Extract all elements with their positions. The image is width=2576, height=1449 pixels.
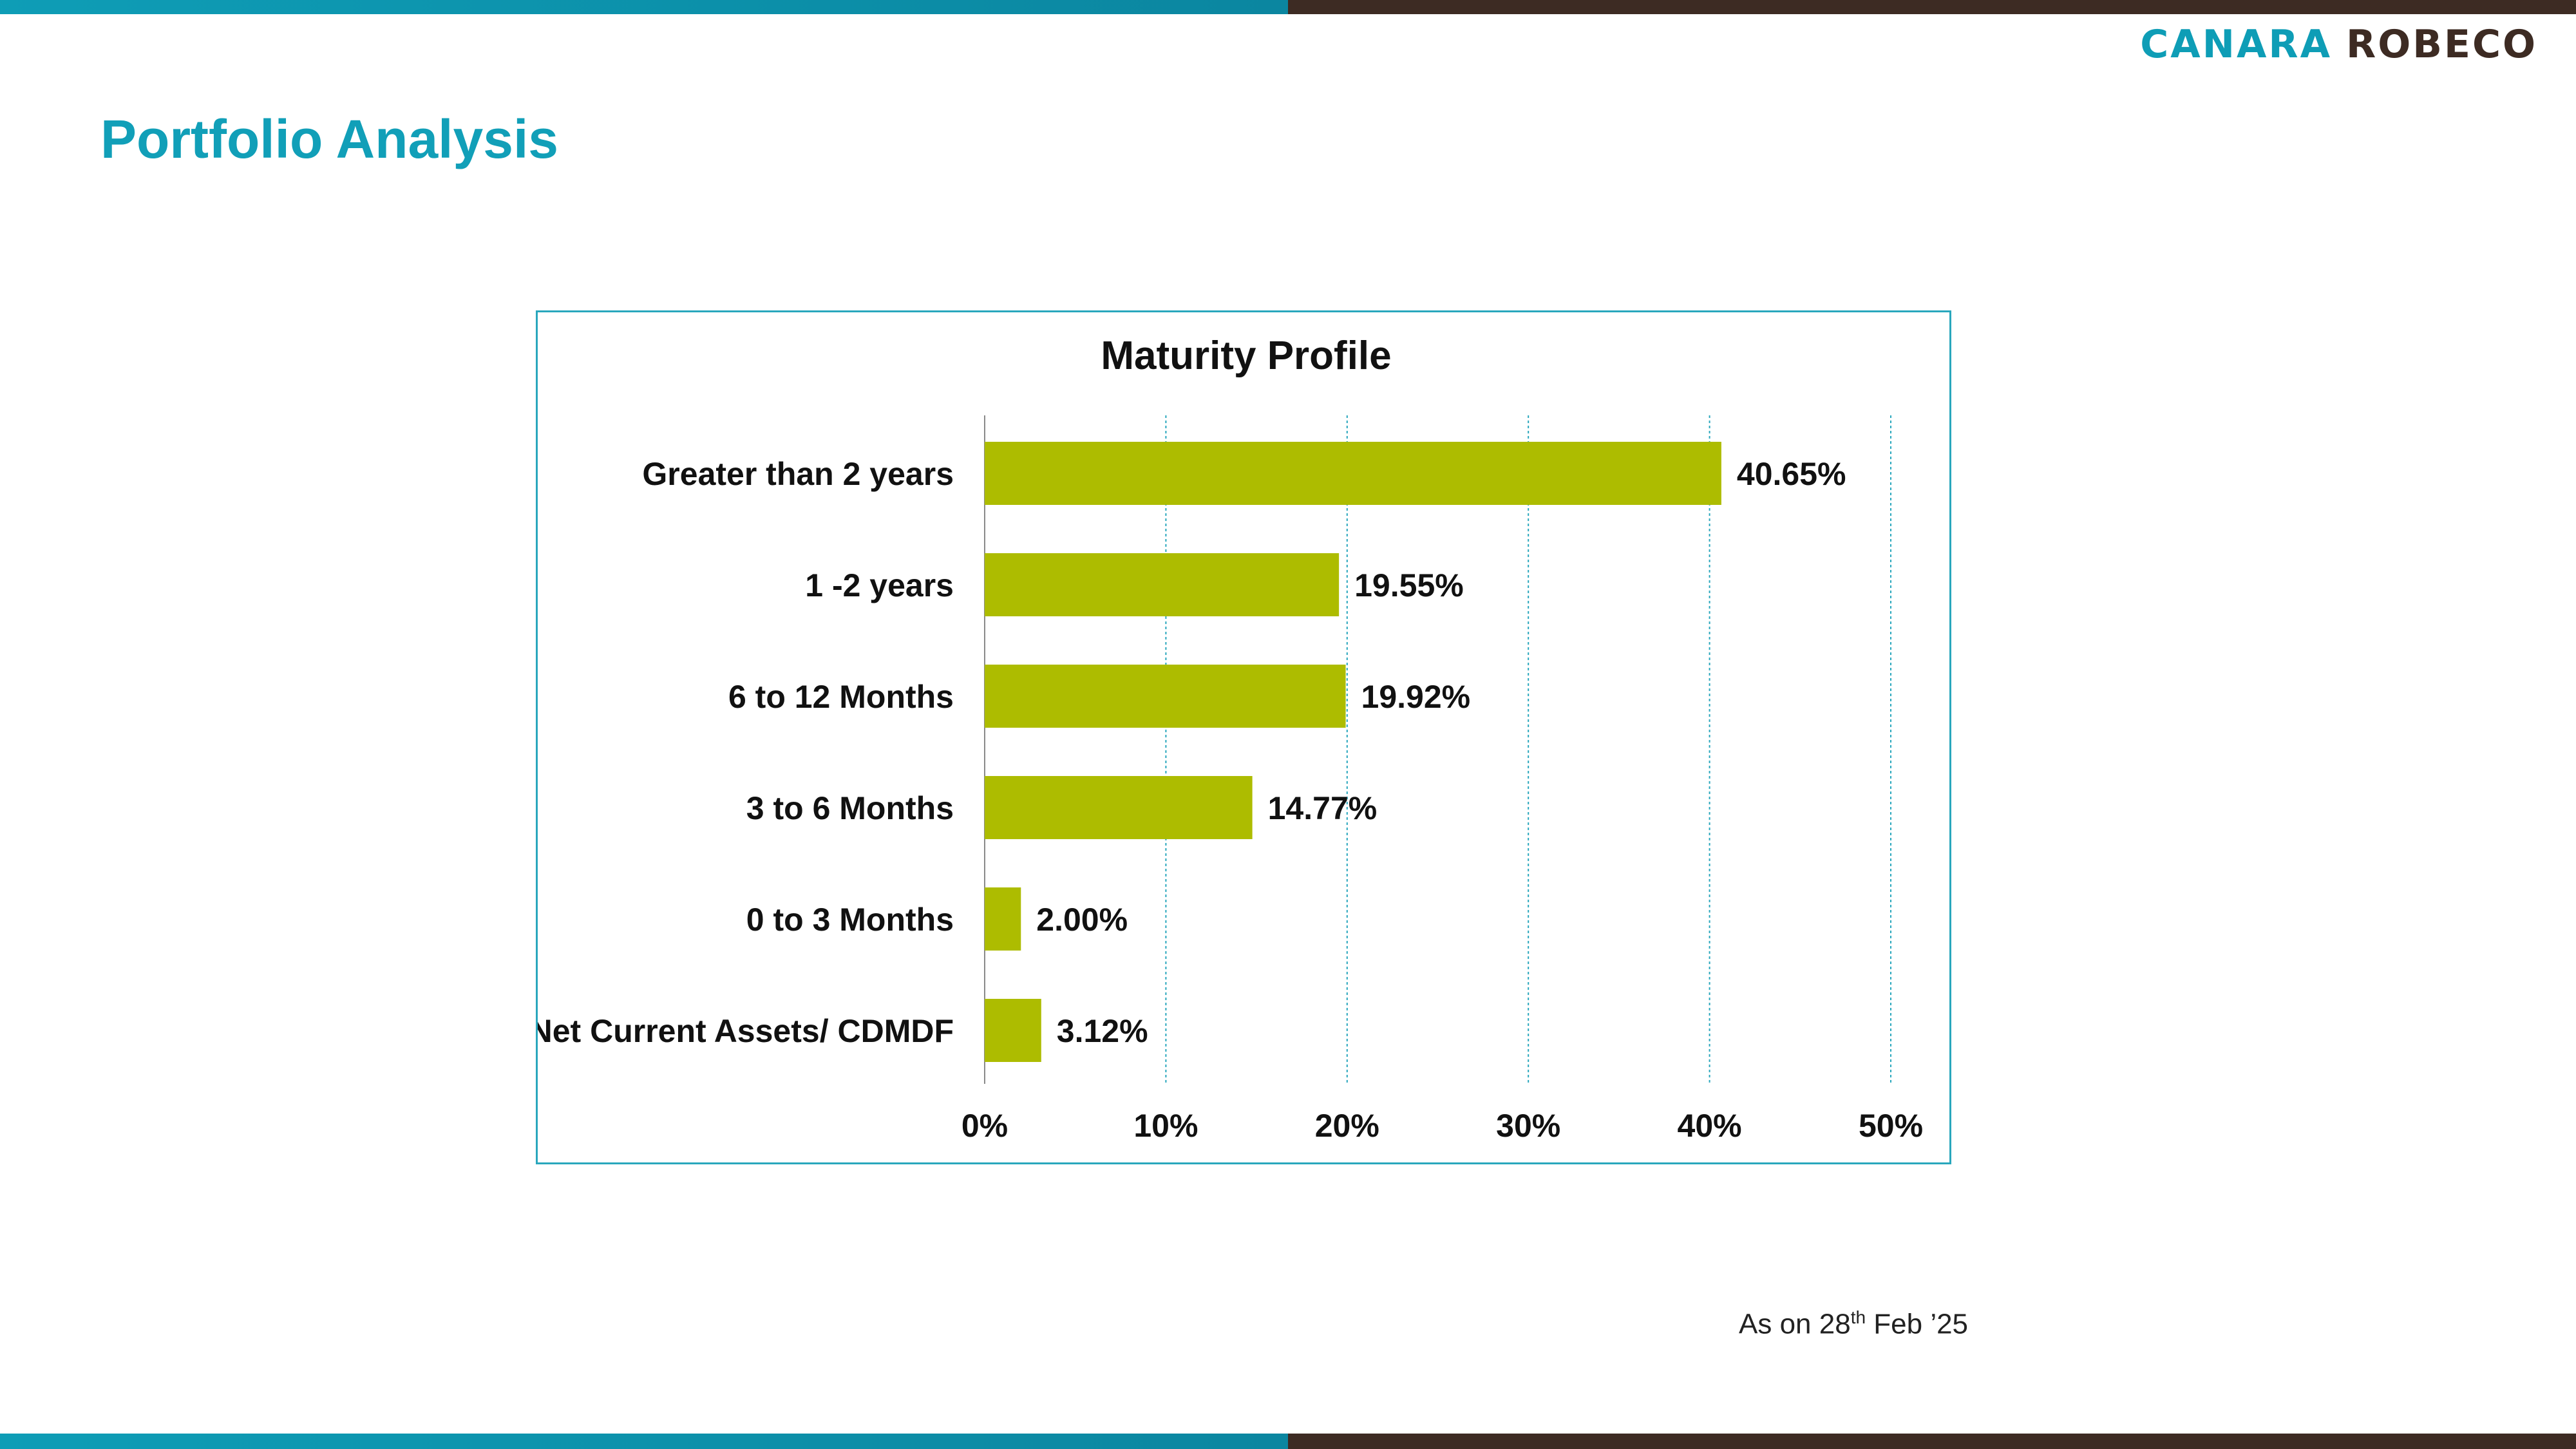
chart-labels: 0% 10% 20% 30% 40% 50% Greater than 2 years 40.… [538,456,1923,1144]
data-label-4: 2.00% [1036,902,1128,938]
chart-canvas: Maturity Profile 0% 10% 20% 30% 40% 50% Greate… [538,334,1923,1144]
footnote-suffix: Feb ’25 [1866,1308,1969,1340]
bar-3 [985,776,1253,839]
data-label-2: 19.92% [1361,679,1471,715]
bar-5 [985,999,1041,1062]
category-label-3: 3 to 6 Months [746,790,954,826]
category-label-4: 0 to 3 Months [746,902,954,938]
page-title: Portfolio Analysis [100,109,559,169]
bar-4 [985,887,1021,951]
x-tick-label-20: 20% [1315,1108,1379,1144]
logo-text-canara: CANARA [2140,22,2333,67]
bottom-accent-bar [0,1434,2576,1449]
x-tick-label-40: 40% [1678,1108,1742,1144]
footnote-superscript: th [1850,1307,1866,1327]
x-tick-label-0: 0% [961,1108,1008,1144]
data-label-1: 19.55% [1354,567,1464,603]
category-label-5: Net Current Assets/ CDMDF [538,1013,954,1049]
chart-bars [985,442,1721,1062]
logo-text-robeco: ROBECO [2346,22,2537,67]
top-accent-teal [0,0,1288,14]
bar-1 [985,553,1340,616]
category-label-1: 1 -2 years [805,567,954,603]
x-tick-label-10: 10% [1133,1108,1198,1144]
data-label-0: 40.65% [1737,456,1846,492]
chart-title: Maturity Profile [1101,334,1391,378]
bar-0 [985,442,1721,505]
category-label-2: 6 to 12 Months [728,679,954,715]
data-label-5: 3.12% [1057,1013,1148,1049]
maturity-profile-chart: Maturity Profile 0% 10% 20% 30% 40% 50% Greate… [536,310,1951,1164]
category-label-0: Greater than 2 years [642,456,954,492]
as-on-date-note: As on 28th Feb ’25 [1739,1307,1968,1341]
top-accent-bar [0,0,2576,14]
data-label-3: 14.77% [1268,790,1378,826]
bar-2 [985,665,1346,728]
chart-gridlines [984,415,1891,1084]
canara-robeco-logo: CANARA ROBECO [2140,22,2537,67]
x-tick-label-30: 30% [1496,1108,1560,1144]
footnote-prefix: As on 28 [1739,1308,1851,1340]
x-tick-label-50: 50% [1859,1108,1923,1144]
top-accent-brown [1288,0,2576,14]
bottom-accent-teal [0,1434,1288,1449]
bottom-accent-brown [1288,1434,2576,1449]
